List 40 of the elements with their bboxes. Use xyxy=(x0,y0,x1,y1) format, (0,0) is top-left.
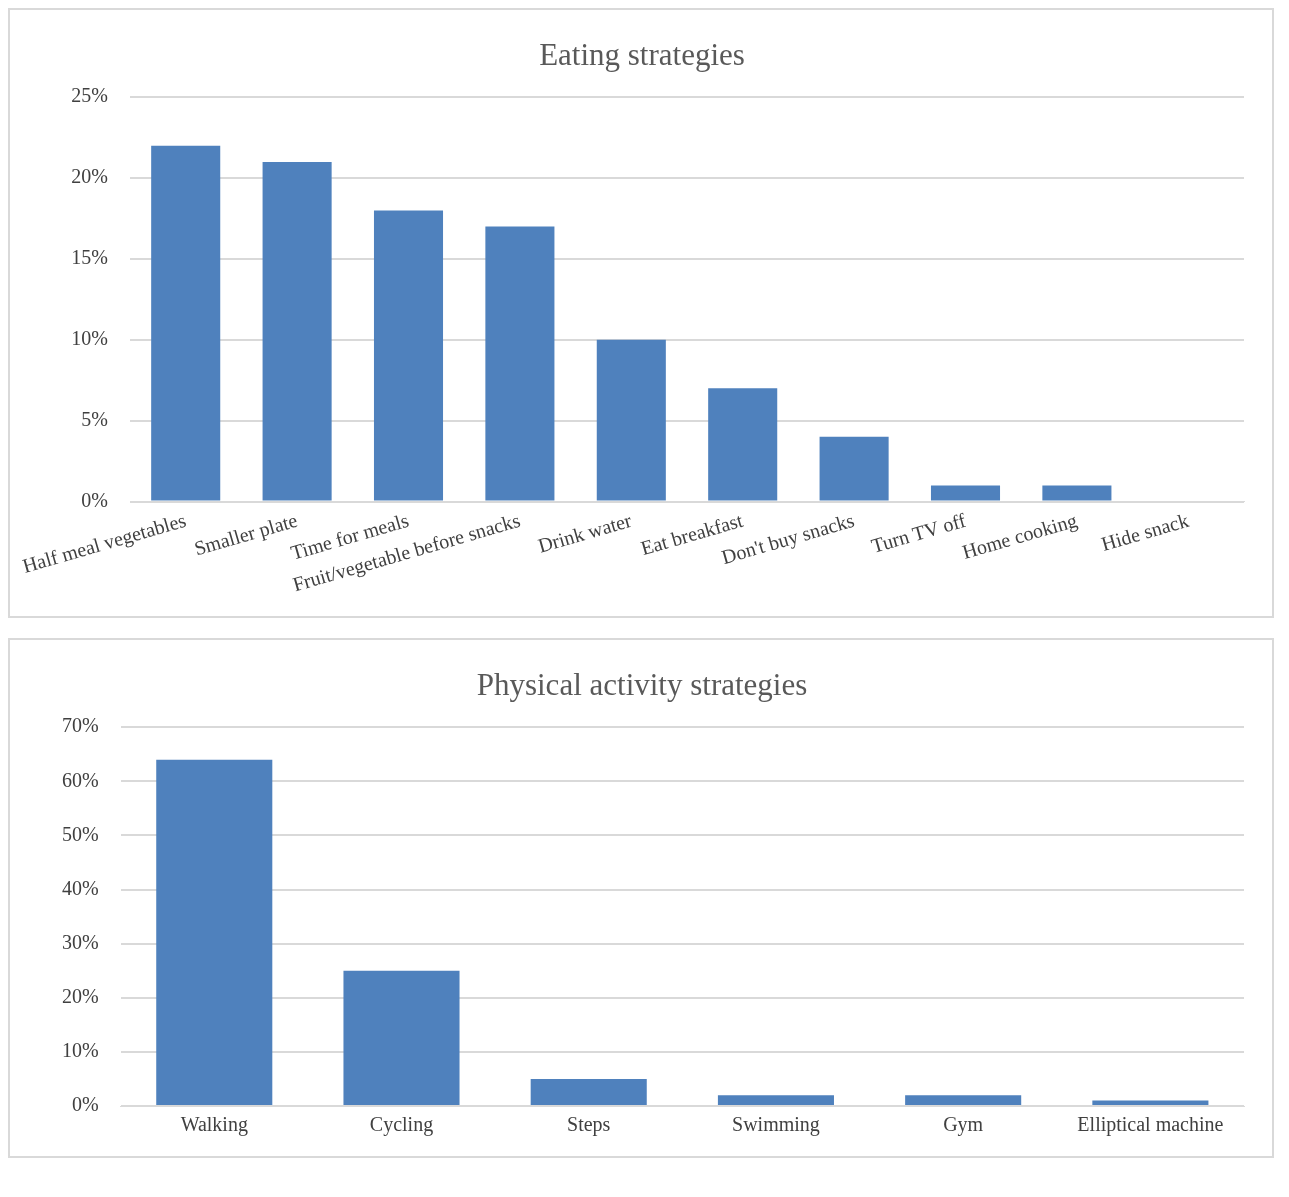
bar xyxy=(485,226,555,501)
x-tick-label: Swimming xyxy=(732,1113,820,1137)
y-tick-label: 40% xyxy=(61,876,99,899)
bar xyxy=(596,339,666,501)
chart-title: Physical activity strategies xyxy=(476,666,808,702)
x-tick-label: Drink water xyxy=(535,508,635,557)
y-tick-label: 0% xyxy=(81,488,109,511)
bar xyxy=(819,436,889,501)
y-tick-label: 60% xyxy=(61,768,99,791)
bar xyxy=(1042,485,1112,501)
chart-title: Eating strategies xyxy=(539,36,745,72)
y-tick-label: 20% xyxy=(61,985,99,1008)
x-tick-label: Gym xyxy=(943,1113,984,1137)
bar xyxy=(708,388,778,501)
bar xyxy=(905,1095,1022,1105)
y-tick-label: 10% xyxy=(61,1039,99,1062)
bar xyxy=(930,485,1001,501)
y-tick-label: 5% xyxy=(81,407,109,430)
x-tick-label: Hide snack xyxy=(1098,508,1191,555)
bar xyxy=(156,759,273,1105)
y-tick-label: 20% xyxy=(71,165,109,188)
y-tick-label: 50% xyxy=(61,822,99,845)
x-tick-label: Cycling xyxy=(369,1113,434,1137)
y-tick-label: 0% xyxy=(71,1093,99,1116)
bar xyxy=(151,145,221,501)
y-tick-label: 70% xyxy=(61,714,99,737)
bar xyxy=(1092,1100,1209,1105)
x-tick-label: Elliptical machine xyxy=(1077,1113,1224,1137)
x-tick-label: Steps xyxy=(567,1113,611,1137)
bar xyxy=(343,970,460,1105)
bar xyxy=(262,161,332,501)
x-tick-label: Half meal vegetables xyxy=(19,508,189,578)
bar xyxy=(717,1095,834,1105)
y-tick-label: 15% xyxy=(71,246,109,269)
x-tick-label: Walking xyxy=(180,1113,248,1137)
y-tick-label: 10% xyxy=(71,327,109,350)
bar xyxy=(373,210,444,501)
bar xyxy=(530,1078,647,1105)
y-tick-label: 30% xyxy=(61,930,99,953)
y-tick-label: 25% xyxy=(71,84,109,107)
